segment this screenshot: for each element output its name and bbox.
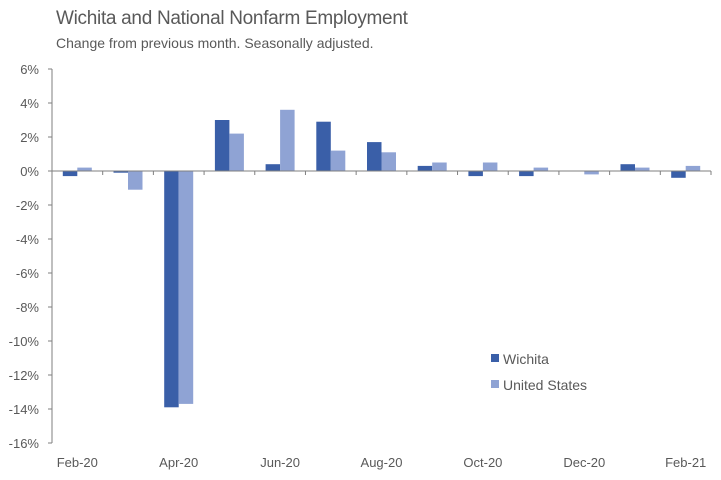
y-tick-label: -6% <box>16 266 40 281</box>
bar-wichita-jan-21 <box>620 164 635 171</box>
x-tick-label: Feb-20 <box>57 455 98 470</box>
y-tick-label: -2% <box>16 198 40 213</box>
bar-united-states-mar-20 <box>128 171 143 190</box>
legend-label-united-states: United States <box>503 377 587 393</box>
x-tick-label: Dec-20 <box>563 455 605 470</box>
y-tick-label: 6% <box>20 62 39 77</box>
y-tick-label: -12% <box>9 368 40 383</box>
y-tick-label: 4% <box>20 96 39 111</box>
bar-wichita-jul-20 <box>316 121 331 171</box>
legend-swatch-wichita <box>491 354 499 362</box>
bar-united-states-jul-20 <box>330 150 346 171</box>
bar-wichita-oct-20 <box>468 171 483 177</box>
bar-united-states-feb-21 <box>685 165 701 171</box>
bar-united-states-oct-20 <box>482 162 498 171</box>
bar-united-states-sep-20 <box>432 162 447 171</box>
bar-wichita-feb-21 <box>671 171 686 178</box>
y-tick-label: -4% <box>16 232 40 247</box>
bar-united-states-nov-20 <box>533 167 549 171</box>
chart-title: Wichita and National Nonfarm Employment <box>56 8 408 29</box>
bar-united-states-apr-20 <box>178 171 194 404</box>
bar-wichita-aug-20 <box>367 142 382 171</box>
bar-united-states-may-20 <box>229 133 244 171</box>
x-tick-label: Aug-20 <box>361 455 403 470</box>
bar-united-states-feb-20 <box>77 167 92 171</box>
y-tick-label: 2% <box>20 130 39 145</box>
legend-swatch-united-states <box>491 380 499 388</box>
x-tick-label: Oct-20 <box>463 455 502 470</box>
y-tick-label: -8% <box>16 300 40 315</box>
bar-wichita-may-20 <box>214 120 230 171</box>
bar-united-states-jun-20 <box>280 109 295 171</box>
x-tick-label: Apr-20 <box>159 455 198 470</box>
y-tick-label: -10% <box>9 334 40 349</box>
bar-wichita-mar-20 <box>113 171 128 173</box>
bar-wichita-apr-20 <box>164 171 179 408</box>
bar-wichita-feb-20 <box>62 171 78 177</box>
legend-label-wichita: Wichita <box>503 351 549 367</box>
y-tick-label: 0% <box>20 164 39 179</box>
y-tick-label: -14% <box>9 402 40 417</box>
chart-subtitle: Change from previous month. Seasonally a… <box>56 35 374 51</box>
x-tick-label: Feb-21 <box>665 455 706 470</box>
y-tick-label: -16% <box>9 436 40 451</box>
bar-wichita-nov-20 <box>519 171 534 177</box>
bar-united-states-dec-20 <box>584 171 599 175</box>
bar-wichita-jun-20 <box>265 164 281 171</box>
bar-united-states-jan-21 <box>635 167 650 171</box>
bar-united-states-aug-20 <box>381 152 396 171</box>
bar-wichita-sep-20 <box>417 165 433 171</box>
x-tick-label: Jun-20 <box>260 455 300 470</box>
